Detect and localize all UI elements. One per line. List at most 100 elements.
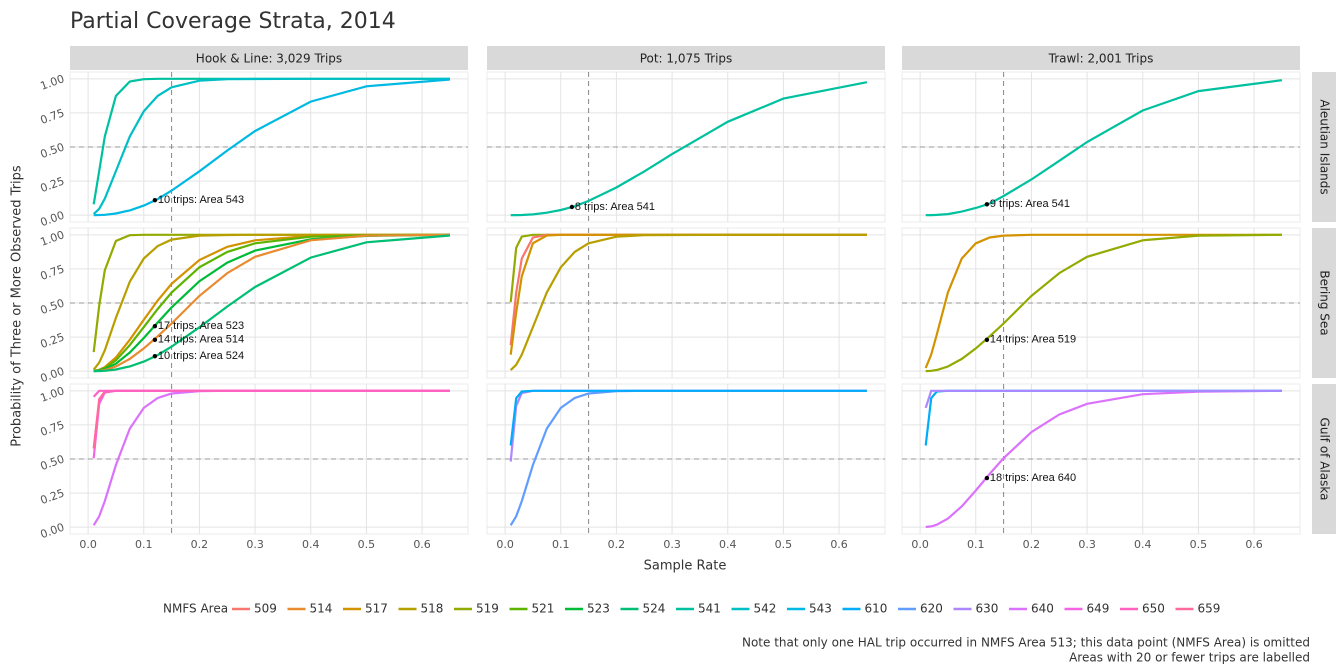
y-tick-label: 1.00 <box>39 228 66 249</box>
y-tick-label: 0.00 <box>39 365 66 386</box>
strip-background <box>1312 72 1336 222</box>
series-line <box>92 389 450 398</box>
x-tick-label: 0.5 <box>775 538 793 551</box>
series-line <box>509 233 867 371</box>
legend-label: 519 <box>476 602 499 616</box>
x-tick-label: 0.2 <box>608 538 626 551</box>
note: Note that only one HAL trip occurred in … <box>742 636 1310 650</box>
facet-row-label: Aleutian Islands <box>1318 99 1332 194</box>
legend-label: 610 <box>865 602 888 616</box>
facet-column-label: Trawl: 2,001 Trips <box>1048 52 1154 66</box>
annotation-point <box>984 202 990 207</box>
panel: 9 trips: Area 541 <box>901 71 1301 223</box>
legend-label: 521 <box>532 602 555 616</box>
x-tick-label: 0.5 <box>1190 538 1208 551</box>
annotation-label: 14 trips: Area 519 <box>990 334 1076 346</box>
y-tick-label: 0.50 <box>39 296 66 317</box>
legend-label: 620 <box>920 602 943 616</box>
series-line <box>92 77 450 215</box>
y-tick-label: 0.50 <box>39 140 66 161</box>
annotation-label: 10 trips: Area 524 <box>158 350 244 362</box>
x-tick-label: 0.3 <box>663 538 681 551</box>
x-tick-label: 0.4 <box>302 538 320 551</box>
y-tick-label: 0.00 <box>39 209 66 230</box>
x-tick-label: 0.0 <box>79 538 97 551</box>
series-line <box>924 233 1282 369</box>
panel: 10 trips: Area 543 <box>69 71 469 223</box>
series-line <box>92 233 450 371</box>
strip-background <box>1312 228 1336 378</box>
series-line <box>93 233 450 373</box>
x-tick-label: 0.3 <box>246 538 264 551</box>
x-tick-label: 0.2 <box>1023 538 1041 551</box>
series-line <box>510 81 868 217</box>
legend-label: 630 <box>976 602 999 616</box>
legend-label: 524 <box>643 602 666 616</box>
x-tick-label: 0.6 <box>1245 538 1263 551</box>
legend-label: 514 <box>310 602 333 616</box>
annotation-label: 18 trips: Area 640 <box>990 472 1076 484</box>
x-tick-label: 0.4 <box>1134 538 1152 551</box>
y-tick-label: 0.25 <box>39 175 66 196</box>
panel: 18 trips: Area 640 <box>901 383 1301 535</box>
legend-label: 523 <box>587 602 610 616</box>
annotation-label: 8 trips: Area 541 <box>575 201 655 213</box>
strip-background <box>70 46 468 70</box>
series-line <box>93 233 450 373</box>
y-tick-label: 0.75 <box>39 418 66 439</box>
x-tick-label: 0.1 <box>135 538 153 551</box>
y-axis-label: Probability of Three or More Observed Tr… <box>10 165 25 447</box>
legend-label: 541 <box>698 602 721 616</box>
note: Areas with 20 or fewer trips are labelle… <box>1069 651 1310 665</box>
series-line <box>924 389 1282 409</box>
panel <box>69 383 469 535</box>
x-tick-label: 0.1 <box>967 538 985 551</box>
y-tick-label: 0.50 <box>39 452 66 473</box>
legend-label: 659 <box>1198 602 1221 616</box>
x-tick-label: 0.5 <box>358 538 376 551</box>
x-tick-label: 0.3 <box>1078 538 1096 551</box>
x-tick-label: 0.0 <box>496 538 514 551</box>
legend-label: 542 <box>754 602 777 616</box>
panel: 14 trips: Area 519 <box>901 227 1301 379</box>
x-tick-label: 0.1 <box>552 538 570 551</box>
annotation-label: 17 trips: Area 523 <box>158 320 244 332</box>
legend-title: NMFS Area <box>163 602 228 616</box>
annotation-point <box>152 337 158 343</box>
series-line <box>925 233 1282 373</box>
x-tick-label: 0.4 <box>719 538 737 551</box>
y-tick-label: 1.00 <box>39 384 66 405</box>
y-tick-label: 0.25 <box>39 487 66 508</box>
annotation-label: 14 trips: Area 514 <box>158 334 244 346</box>
annotation-point <box>569 204 575 210</box>
annotation-point <box>152 353 158 359</box>
facet-row-label: Gulf of Alaska <box>1318 418 1332 501</box>
series-line <box>925 79 1283 217</box>
annotation-label: 9 trips: Area 541 <box>990 198 1070 210</box>
y-tick-label: 0.75 <box>39 262 66 283</box>
annotation-point <box>984 475 990 481</box>
series-line <box>509 389 867 446</box>
panel: 8 trips: Area 541 <box>486 71 886 223</box>
x-tick-label: 0.6 <box>413 538 431 551</box>
annotation-point <box>152 323 158 329</box>
facet-column-label: Hook & Line: 3,029 Trips <box>196 52 342 66</box>
series-line <box>93 233 450 373</box>
strip-background <box>1312 384 1336 534</box>
annotation-label: 10 trips: Area 543 <box>158 194 244 206</box>
x-axis-label: Sample Rate <box>644 559 727 574</box>
x-tick-label: 0.6 <box>830 538 848 551</box>
facet-column-label: Pot: 1,075 Trips <box>640 52 733 66</box>
legend-label: 543 <box>809 602 832 616</box>
annotation-point <box>152 197 158 203</box>
legend-label: 509 <box>254 602 277 616</box>
legend-label: 640 <box>1031 602 1054 616</box>
legend-label: 517 <box>365 602 388 616</box>
x-tick-label: 0.2 <box>191 538 209 551</box>
x-tick-label: 0.0 <box>911 538 929 551</box>
legend-label: 649 <box>1087 602 1110 616</box>
strip-background <box>487 46 885 70</box>
legend-label: 518 <box>421 602 444 616</box>
chart-title: Partial Coverage Strata, 2014 <box>70 9 396 34</box>
